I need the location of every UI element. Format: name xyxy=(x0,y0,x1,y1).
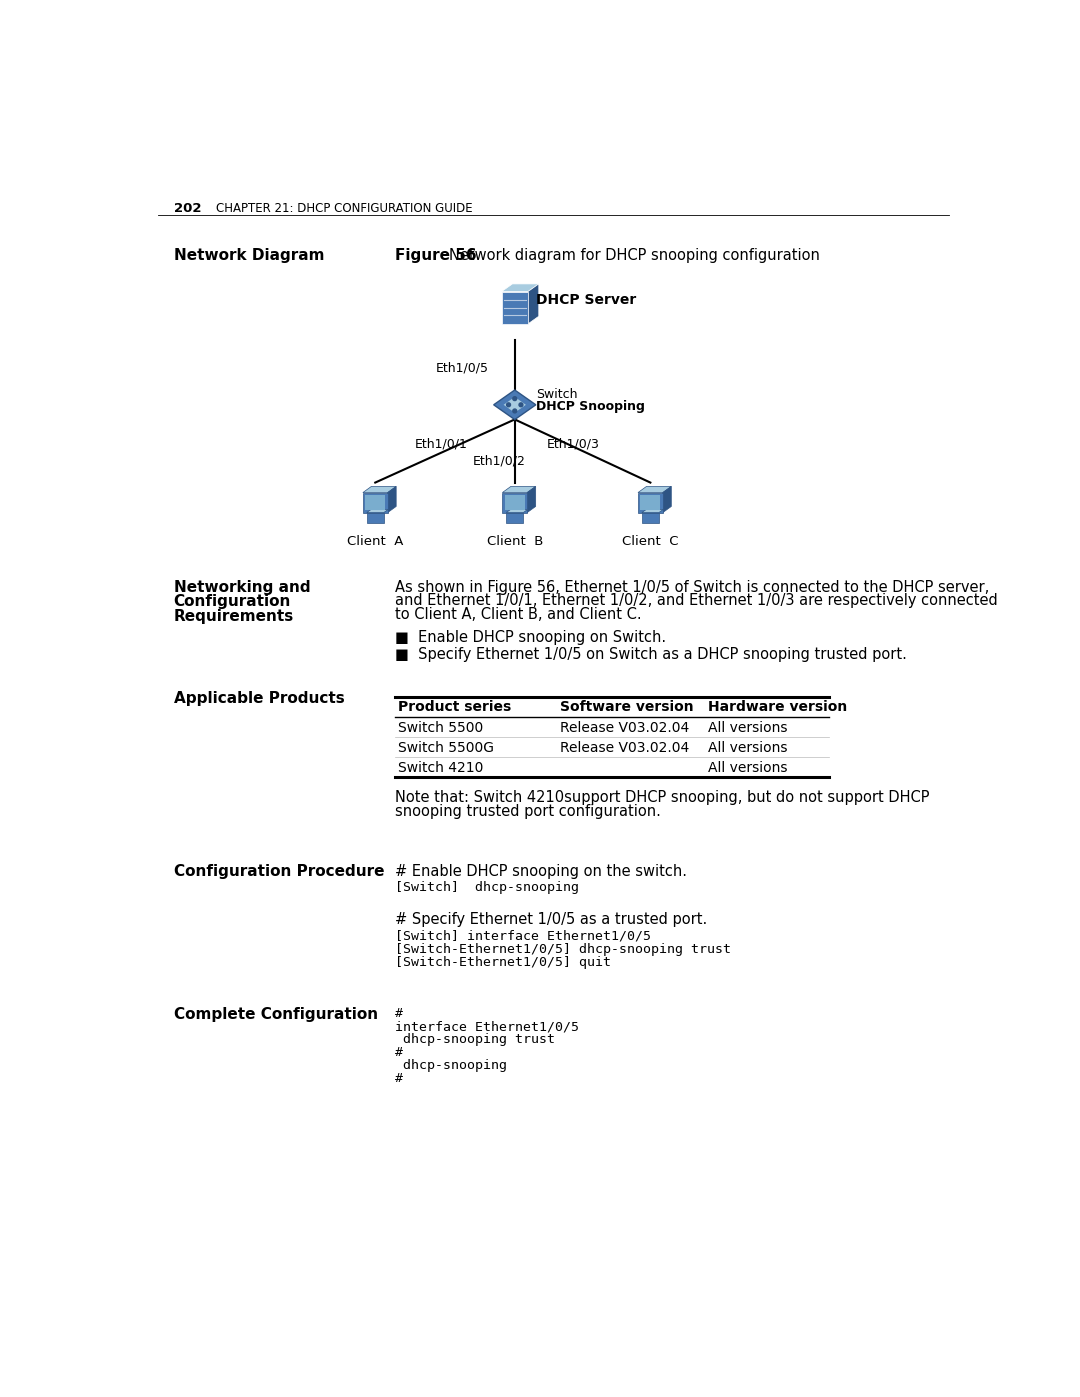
Polygon shape xyxy=(494,390,536,419)
Text: Applicable Products: Applicable Products xyxy=(174,692,345,707)
Polygon shape xyxy=(663,486,672,513)
Text: snooping trusted port configuration.: snooping trusted port configuration. xyxy=(394,803,661,819)
Text: Configuration Procedure: Configuration Procedure xyxy=(174,865,384,880)
Text: DHCP Snooping: DHCP Snooping xyxy=(537,400,646,414)
Text: 202: 202 xyxy=(174,203,201,215)
Text: [Switch-Ethernet1/0/5] dhcp-snooping trust: [Switch-Ethernet1/0/5] dhcp-snooping tru… xyxy=(394,943,731,956)
Text: As shown in Figure 56, Ethernet 1/0/5 of Switch is connected to the DHCP server,: As shown in Figure 56, Ethernet 1/0/5 of… xyxy=(394,580,989,595)
Text: Switch 5500G: Switch 5500G xyxy=(397,740,494,754)
Polygon shape xyxy=(507,513,524,524)
Polygon shape xyxy=(502,486,536,493)
Polygon shape xyxy=(528,284,539,324)
Text: Release V03.02.04: Release V03.02.04 xyxy=(561,721,690,735)
Text: Switch 4210: Switch 4210 xyxy=(397,760,483,774)
Polygon shape xyxy=(367,513,383,524)
Text: Software version: Software version xyxy=(561,700,694,714)
Text: Note that: Switch 4210support DHCP snooping, but do not support DHCP: Note that: Switch 4210support DHCP snoop… xyxy=(394,789,929,805)
Text: Eth1/0/2: Eth1/0/2 xyxy=(473,455,526,468)
Polygon shape xyxy=(527,486,536,513)
Text: #: # xyxy=(394,1046,403,1059)
Text: [Switch]  dhcp-snooping: [Switch] dhcp-snooping xyxy=(394,882,579,894)
Text: Switch: Switch xyxy=(537,387,578,401)
Text: Client  B: Client B xyxy=(487,535,543,548)
Text: interface Ethernet1/0/5: interface Ethernet1/0/5 xyxy=(394,1020,579,1032)
Text: Release V03.02.04: Release V03.02.04 xyxy=(561,740,690,754)
Polygon shape xyxy=(507,510,527,513)
Polygon shape xyxy=(504,495,525,510)
Text: # Specify Ethernet 1/0/5 as a trusted port.: # Specify Ethernet 1/0/5 as a trusted po… xyxy=(394,912,707,928)
Text: Figure 56: Figure 56 xyxy=(394,249,476,264)
Text: All versions: All versions xyxy=(707,760,787,774)
Text: All versions: All versions xyxy=(707,721,787,735)
Text: All versions: All versions xyxy=(707,740,787,754)
Polygon shape xyxy=(388,486,396,513)
Text: to Client A, Client B, and Client C.: to Client A, Client B, and Client C. xyxy=(394,608,642,622)
Polygon shape xyxy=(642,513,659,524)
Polygon shape xyxy=(503,397,526,412)
Text: dhcp-snooping trust: dhcp-snooping trust xyxy=(394,1034,555,1046)
Text: DHCP Server: DHCP Server xyxy=(537,293,637,307)
Text: Product series: Product series xyxy=(397,700,511,714)
Text: Networking and: Networking and xyxy=(174,580,310,595)
Text: dhcp-snooping: dhcp-snooping xyxy=(394,1059,507,1073)
Text: Client  A: Client A xyxy=(347,535,404,548)
Text: [Switch] interface Ethernet1/0/5: [Switch] interface Ethernet1/0/5 xyxy=(394,930,650,943)
Text: and Ethernet 1/0/1, Ethernet 1/0/2, and Ethernet 1/0/3 are respectively connecte: and Ethernet 1/0/1, Ethernet 1/0/2, and … xyxy=(394,594,997,609)
Text: # Enable DHCP snooping on the switch.: # Enable DHCP snooping on the switch. xyxy=(394,865,687,880)
Circle shape xyxy=(513,409,516,414)
Polygon shape xyxy=(363,486,396,493)
Text: [Switch-Ethernet1/0/5] quit: [Switch-Ethernet1/0/5] quit xyxy=(394,956,610,970)
Polygon shape xyxy=(502,493,527,513)
Circle shape xyxy=(519,402,523,407)
Polygon shape xyxy=(638,486,672,493)
Polygon shape xyxy=(501,292,528,324)
Polygon shape xyxy=(638,493,663,513)
Polygon shape xyxy=(642,510,663,513)
Text: #: # xyxy=(394,1073,403,1085)
Text: Switch 5500: Switch 5500 xyxy=(397,721,483,735)
Polygon shape xyxy=(365,495,386,510)
Polygon shape xyxy=(367,510,388,513)
Circle shape xyxy=(513,397,516,401)
Text: Eth1/0/5: Eth1/0/5 xyxy=(435,362,488,374)
Text: ■  Enable DHCP snooping on Switch.: ■ Enable DHCP snooping on Switch. xyxy=(394,630,665,645)
Text: Complete Configuration: Complete Configuration xyxy=(174,1007,378,1023)
Text: Network Diagram: Network Diagram xyxy=(174,249,324,264)
Polygon shape xyxy=(363,493,388,513)
Text: Network diagram for DHCP snooping configuration: Network diagram for DHCP snooping config… xyxy=(449,249,820,264)
Text: Configuration: Configuration xyxy=(174,594,292,609)
Polygon shape xyxy=(640,495,661,510)
Text: #: # xyxy=(394,1007,403,1020)
Text: Hardware version: Hardware version xyxy=(707,700,847,714)
Text: Eth1/0/3: Eth1/0/3 xyxy=(546,437,599,450)
Circle shape xyxy=(507,402,511,407)
Text: Eth1/0/1: Eth1/0/1 xyxy=(415,437,468,450)
Polygon shape xyxy=(501,284,539,292)
Text: CHAPTER 21: DHCP CONFIGURATION GUIDE: CHAPTER 21: DHCP CONFIGURATION GUIDE xyxy=(216,203,473,215)
Text: ■  Specify Ethernet 1/0/5 on Switch as a DHCP snooping trusted port.: ■ Specify Ethernet 1/0/5 on Switch as a … xyxy=(394,647,906,662)
Text: Client  C: Client C xyxy=(622,535,678,548)
Text: Requirements: Requirements xyxy=(174,609,294,624)
